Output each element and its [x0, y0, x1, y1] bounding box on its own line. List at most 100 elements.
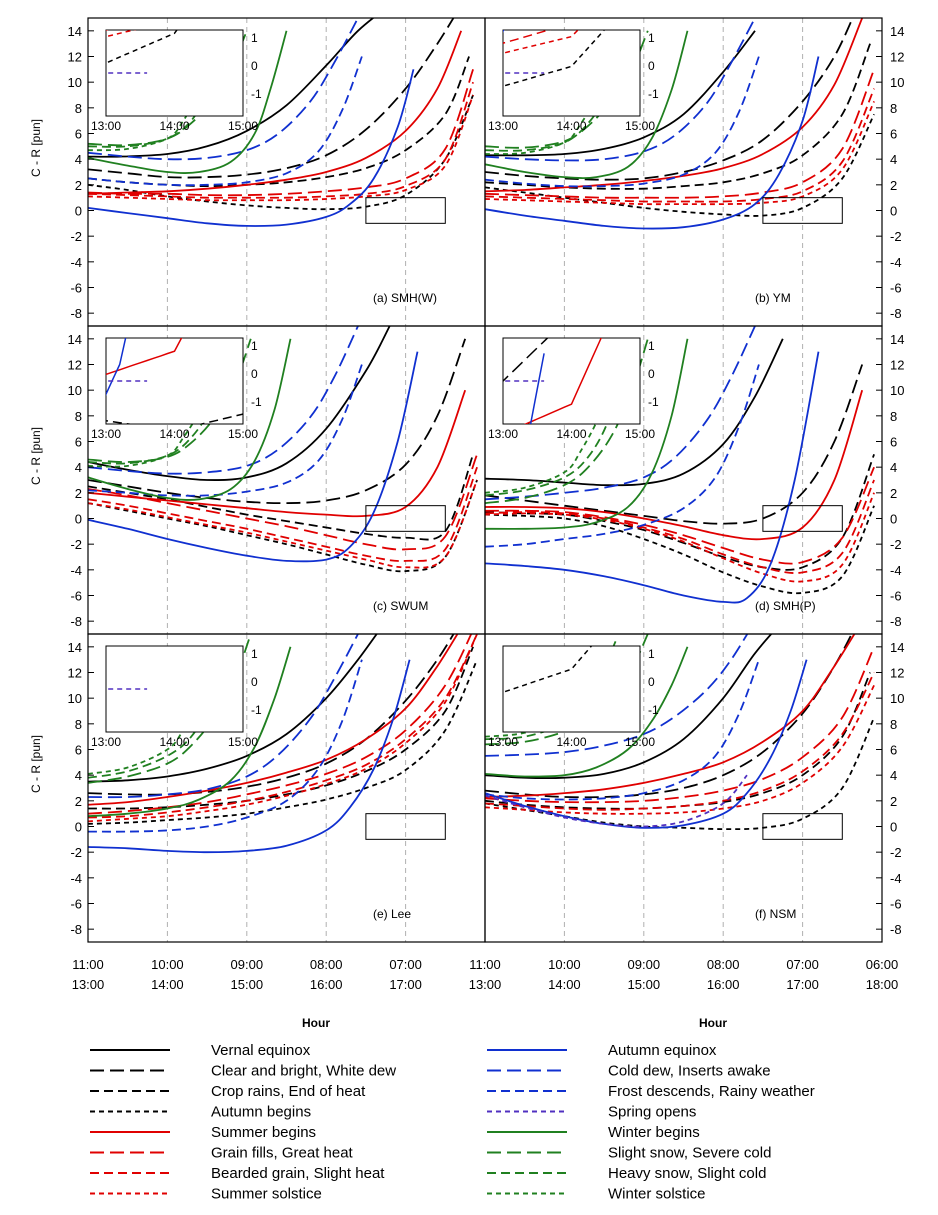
inset-y-tick: 0	[648, 675, 655, 689]
x-tick-label: 16:00	[707, 977, 740, 992]
panel: 13:00 14:00 15:0010-114121086420-2-4-6-8(d…	[484, 325, 904, 635]
inset-y-tick: 1	[648, 31, 655, 45]
series-line	[88, 18, 455, 179]
y-tick-label: -4	[70, 563, 82, 578]
series-line	[88, 94, 474, 202]
inset-x-tick: 15:00	[625, 735, 655, 749]
y-tick-label: 8	[890, 101, 897, 116]
series-line	[485, 717, 875, 831]
inset-x-tick: 13:00	[488, 735, 518, 749]
y-tick-label: 8	[890, 409, 897, 424]
panel: 13:00 14:00 15:0010-114121086420-2-4-6-8C …	[29, 633, 486, 943]
y-tick-label: 14	[68, 24, 82, 39]
y-tick-label: -6	[70, 589, 82, 604]
inset-x-tick: 13:00	[91, 735, 121, 749]
y-tick-label: 0	[890, 204, 897, 219]
legend-item: Grain fills, Great heat	[90, 1145, 354, 1162]
y-tick-label: 4	[890, 152, 897, 167]
x-tick-label: 11:00	[72, 957, 104, 972]
series-line	[88, 653, 220, 775]
series-line	[485, 684, 875, 815]
y-tick-label: 4	[75, 460, 82, 475]
y-tick-label: 14	[68, 332, 82, 347]
legend-label: Spring opens	[608, 1104, 696, 1121]
series-line	[485, 30, 756, 157]
x-tick-label: 16:00	[310, 977, 343, 992]
inset-x-tick: 14:00	[556, 119, 586, 133]
zoom-region-box	[365, 197, 446, 224]
zoom-region-box	[762, 813, 843, 840]
series-line	[485, 113, 875, 217]
x-axes: 11:00 13:00 10:00 14:00 09:00 15:00 08:00 16:00…	[72, 957, 899, 1030]
x-tick-label: 15:00	[628, 977, 661, 992]
series-line	[88, 479, 478, 569]
zoom-region-box	[365, 813, 446, 840]
inset-x-tick: 15:00	[228, 427, 258, 441]
inset: 13:00 14:00 15:00 1 0 -1	[488, 337, 659, 441]
series-line	[88, 453, 478, 551]
inset-series-line	[106, 30, 109, 31]
y-tick-label: 0	[75, 820, 82, 835]
series-line	[485, 634, 749, 757]
inset-series-line	[106, 338, 183, 376]
inset-y-tick: -1	[648, 87, 659, 101]
y-tick-label: -6	[890, 897, 902, 912]
y-tick-label: 4	[890, 460, 897, 475]
inset-x-tick: 13:00	[488, 427, 518, 441]
series-line	[485, 453, 875, 571]
y-tick-label: 4	[75, 768, 82, 783]
x-tick-label: 11:00	[469, 957, 501, 972]
inset-series-line	[503, 30, 580, 54]
series-line	[88, 659, 411, 854]
inset-y-tick: 1	[648, 339, 655, 353]
y-tick-label: 2	[890, 486, 897, 501]
legend-item: Autumn begins	[90, 1104, 311, 1121]
legend-item: Slight snow, Severe cold	[487, 1145, 771, 1162]
y-tick-label: 12	[890, 666, 904, 681]
series-line	[485, 68, 875, 199]
series-line	[88, 634, 459, 806]
y-tick-label: 6	[890, 435, 897, 450]
series-line	[485, 389, 864, 541]
panel: 13:00 14:00 15:0010-114121086420-2-4-6-8C …	[29, 17, 486, 327]
series-line	[485, 634, 853, 799]
x-tick-label: 13:00	[469, 977, 502, 992]
inset-y-tick: 0	[648, 367, 655, 381]
series-line	[485, 364, 760, 548]
x-tick-label: 07:00	[389, 957, 422, 972]
series-line	[485, 18, 756, 162]
legend-label: Clear and bright, White dew	[211, 1063, 396, 1080]
series-line	[485, 659, 808, 829]
x-tick-label: 15:00	[231, 977, 264, 992]
y-tick-label: -2	[70, 229, 82, 244]
inset-y-tick: -1	[648, 703, 659, 717]
series-line	[88, 357, 228, 465]
series-line	[88, 646, 292, 818]
y-tick-label: 10	[68, 75, 82, 90]
y-tick-label: -2	[890, 845, 902, 860]
inset-y-tick: 1	[251, 339, 258, 353]
y-tick-label: -6	[890, 589, 902, 604]
y-tick-label: -2	[70, 845, 82, 860]
x-tick-label: 14:00	[151, 977, 184, 992]
y-tick-label: -4	[70, 871, 82, 886]
inset-y-tick: 1	[251, 31, 258, 45]
series-line	[88, 453, 474, 541]
inset: 13:00 14:00 15:00 1 0 -1	[91, 645, 262, 749]
y-tick-label: -4	[890, 255, 902, 270]
y-axis-label: C - R [pun]	[29, 119, 43, 177]
inset-y-tick: 0	[251, 59, 258, 73]
series-line	[88, 56, 470, 188]
series-line	[485, 492, 875, 583]
y-tick-label: 6	[75, 435, 82, 450]
series-line	[485, 101, 875, 206]
panel-label: (b) YM	[755, 291, 791, 305]
inset-y-tick: -1	[251, 703, 262, 717]
y-tick-label: 6	[75, 127, 82, 142]
y-tick-label: 12	[890, 358, 904, 373]
series-line	[88, 326, 359, 475]
inset-series-line	[503, 30, 552, 44]
y-tick-label: -8	[70, 306, 82, 321]
inset-x-tick: 15:00	[625, 119, 655, 133]
